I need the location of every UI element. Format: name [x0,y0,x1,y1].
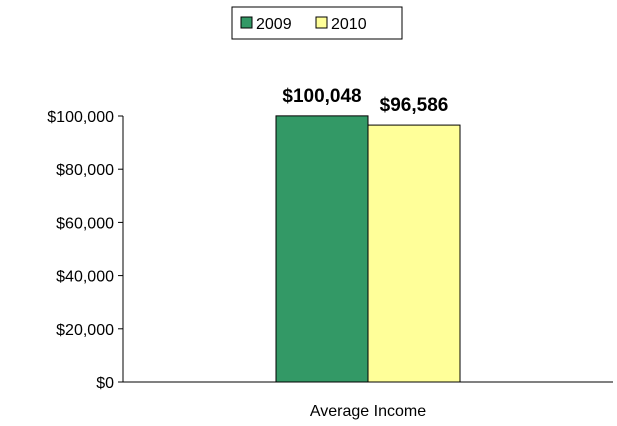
legend-swatch-2009 [240,16,253,29]
legend: 2009 2010 [231,6,403,40]
legend-label-2010: 2010 [331,16,367,33]
legend-swatch-2010 [315,16,328,29]
y-tick-label: $80,000 [56,162,114,179]
data-label-2009: $100,048 [282,86,361,107]
data-label-2010: $96,586 [380,95,449,116]
y-tick-label: $40,000 [56,269,114,286]
y-tick-label: $100,000 [47,109,114,126]
y-tick-label: $20,000 [56,322,114,339]
bars [275,115,461,383]
y-axis: $0 $20,000 $40,000 $60,000 $80,000 $100,000 [47,109,124,392]
bar-2009 [275,115,369,383]
x-axis: Average Income [123,381,613,420]
data-labels: $100,048 $96,586 [282,86,448,116]
x-category-label: Average Income [310,403,426,420]
y-tick-label: $0 [96,375,114,392]
y-tick-label: $60,000 [56,215,114,232]
bar-2010 [367,124,461,383]
legend-label-2009: 2009 [256,16,292,33]
